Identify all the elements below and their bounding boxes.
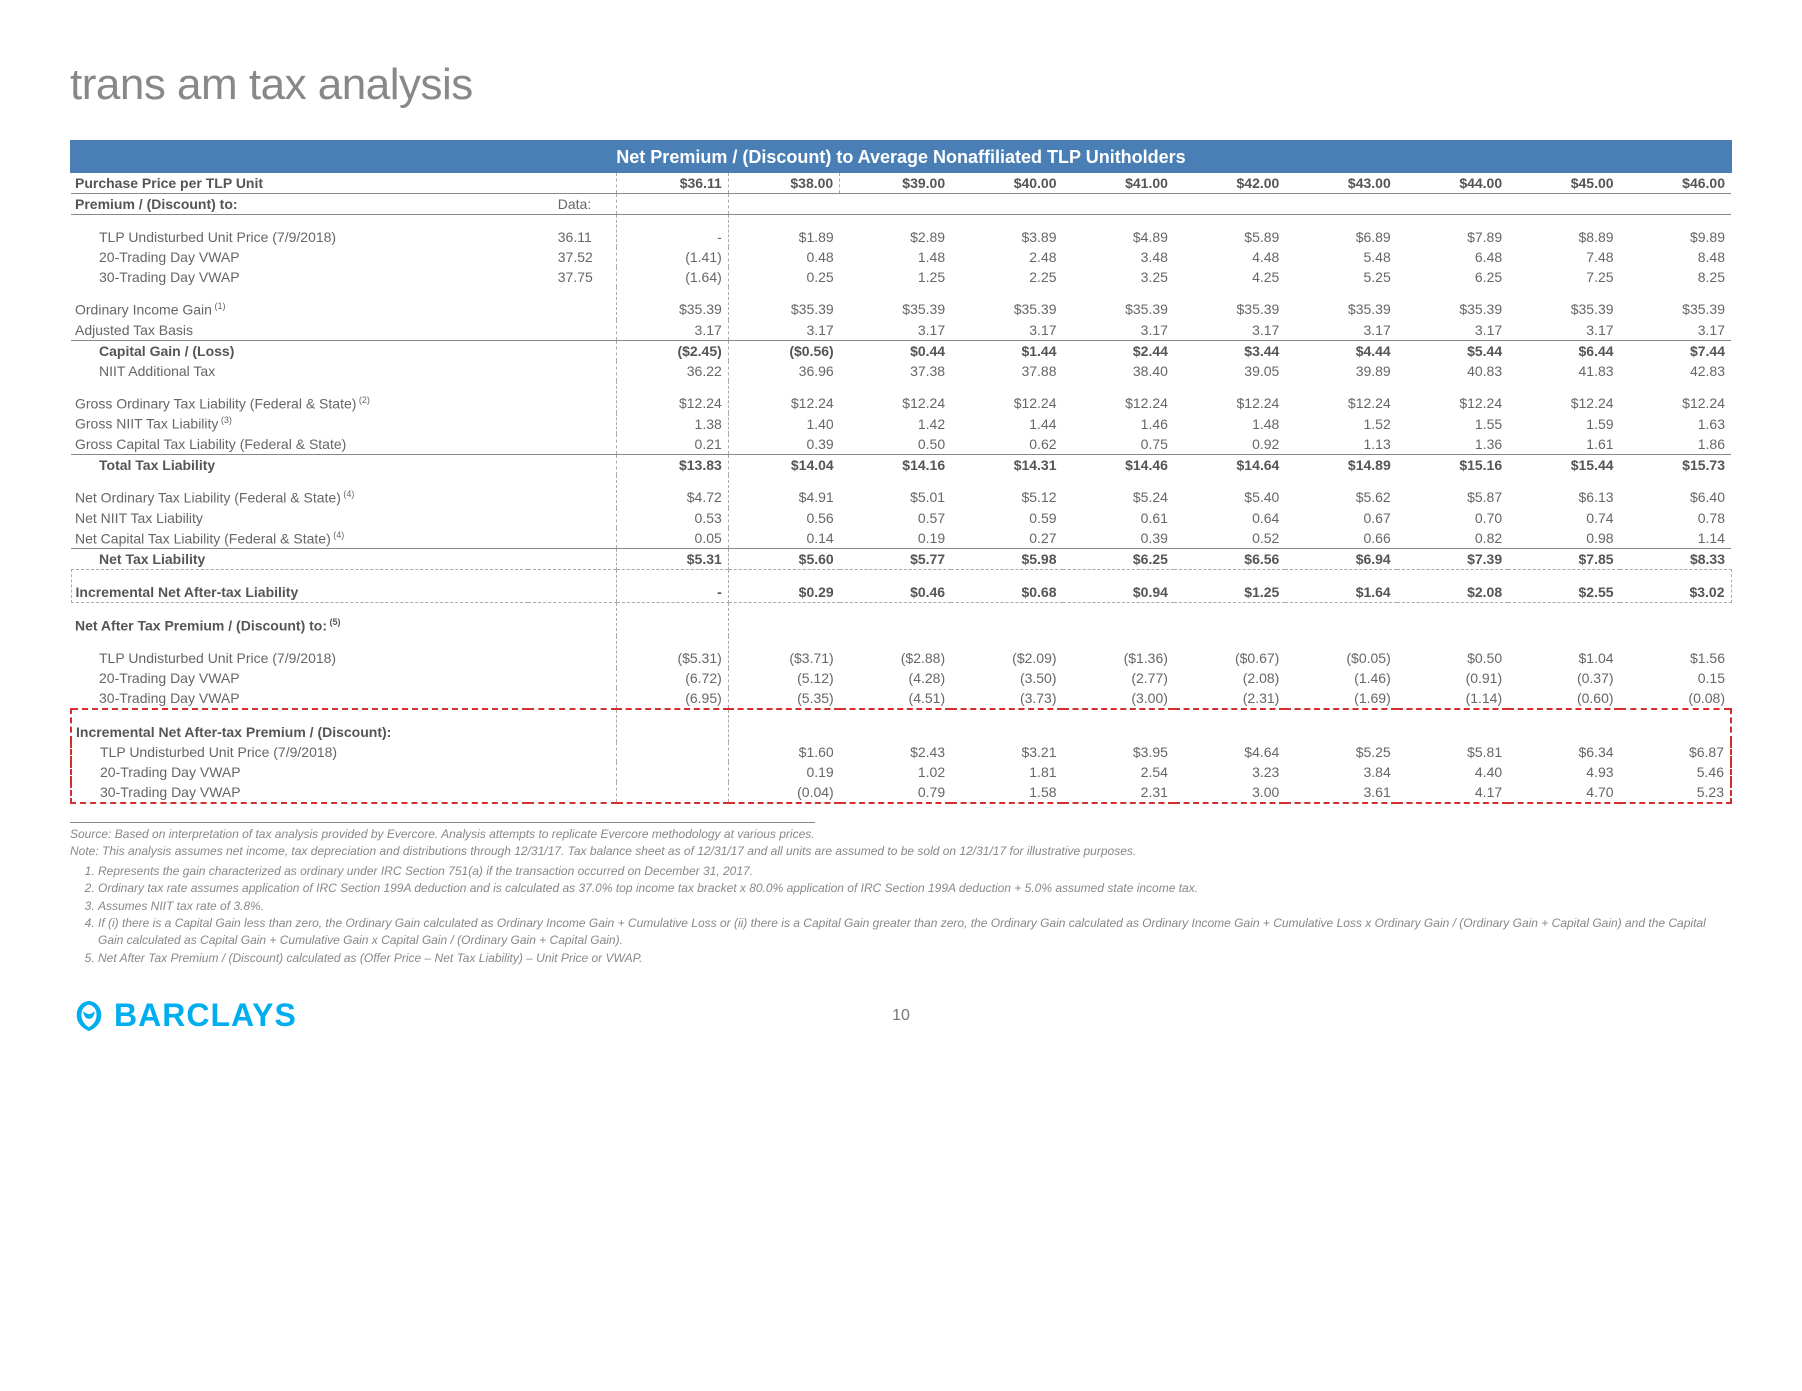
barclays-logo: BARCLAYS <box>70 997 297 1034</box>
footnote-item: Assumes NIIT tax rate of 3.8%. <box>98 898 1732 915</box>
page-title: trans am tax analysis <box>70 60 1732 110</box>
row-label: TLP Undisturbed Unit Price (7/9/2018) <box>71 215 528 248</box>
row-label: 30-Trading Day VWAP <box>71 782 528 803</box>
row-label: Net Ordinary Tax Liability (Federal & St… <box>71 475 528 508</box>
row-label: Capital Gain / (Loss) <box>71 340 528 361</box>
row-label: Net Tax Liability <box>71 549 528 570</box>
row-label: 30-Trading Day VWAP <box>71 267 528 287</box>
row-label: Gross NIIT Tax Liability (3) <box>71 413 528 434</box>
footnote-item: Ordinary tax rate assumes application of… <box>98 880 1732 897</box>
row-label: 30-Trading Day VWAP <box>71 688 528 709</box>
row-label: Net NIIT Tax Liability <box>71 508 528 528</box>
table-header-bar: Net Premium / (Discount) to Average Nona… <box>70 142 1732 173</box>
row-label: Adjusted Tax Basis <box>71 320 528 341</box>
row-label: Total Tax Liability <box>71 454 528 475</box>
footnote-item: Represents the gain characterized as ord… <box>98 863 1732 880</box>
row-label: 20-Trading Day VWAP <box>71 668 528 688</box>
eagle-icon <box>70 999 108 1033</box>
row-label: Ordinary Income Gain (1) <box>71 287 528 320</box>
row-label: 20-Trading Day VWAP <box>71 247 528 267</box>
logo-text: BARCLAYS <box>114 997 297 1034</box>
row-label: TLP Undisturbed Unit Price (7/9/2018) <box>71 742 528 762</box>
row-label: NIIT Additional Tax <box>71 361 528 381</box>
row-label: TLP Undisturbed Unit Price (7/9/2018) <box>71 636 528 668</box>
footnote-item: If (i) there is a Capital Gain less than… <box>98 915 1732 950</box>
row-label: Gross Ordinary Tax Liability (Federal & … <box>71 381 528 414</box>
row-label: Net Capital Tax Liability (Federal & Sta… <box>71 528 528 549</box>
footnote-source: Source: Based on interpretation of tax a… <box>70 822 815 843</box>
row-label: Gross Capital Tax Liability (Federal & S… <box>71 434 528 455</box>
footnote-note: Note: This analysis assumes net income, … <box>70 843 1732 860</box>
main-table: Net Premium / (Discount) to Average Nona… <box>70 140 1732 804</box>
row-label: 20-Trading Day VWAP <box>71 762 528 782</box>
footnotes: Source: Based on interpretation of tax a… <box>70 822 1732 967</box>
footer: BARCLAYS 10 <box>70 997 1732 1034</box>
page-number: 10 <box>892 1007 910 1025</box>
footnote-item: Net After Tax Premium / (Discount) calcu… <box>98 950 1732 967</box>
